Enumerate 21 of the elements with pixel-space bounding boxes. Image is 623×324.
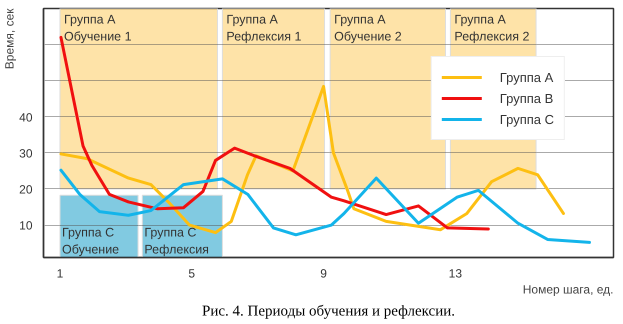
legend-label: Группа C [500, 112, 554, 126]
y-tick-label: 40 [19, 110, 33, 124]
band-label: Группа A Обучение 1 [64, 12, 132, 44]
legend-label: Группа A [500, 70, 554, 84]
x-tick-label: 13 [448, 266, 462, 280]
x-tick-label: 9 [320, 266, 328, 280]
band-label: Группа A Обучение 2 [334, 12, 402, 44]
text: Рис. 4. Периоды обучения и рефлексии. [202, 304, 456, 320]
y-tick-label: 10 [19, 218, 33, 233]
y-axis-title: Время, сек [2, 8, 16, 70]
y-tick-label: 30 [19, 146, 33, 160]
line-series [59, 168, 591, 244]
legend-label: Группа B [500, 90, 554, 106]
band-label: Группа A Рефлексия 1 [226, 12, 302, 44]
band-label: Группа C Рефлексия [144, 226, 209, 256]
band-label: Группа A Рефлексия 2 [454, 12, 530, 44]
band-label: Группа C Обучение [62, 226, 120, 256]
x-tick-label: 1 [56, 266, 64, 280]
y-tick-label: 20 [19, 182, 33, 196]
x-tick-label: 5 [188, 266, 196, 280]
x-axis-title: Номер шага, ед. [522, 282, 614, 296]
